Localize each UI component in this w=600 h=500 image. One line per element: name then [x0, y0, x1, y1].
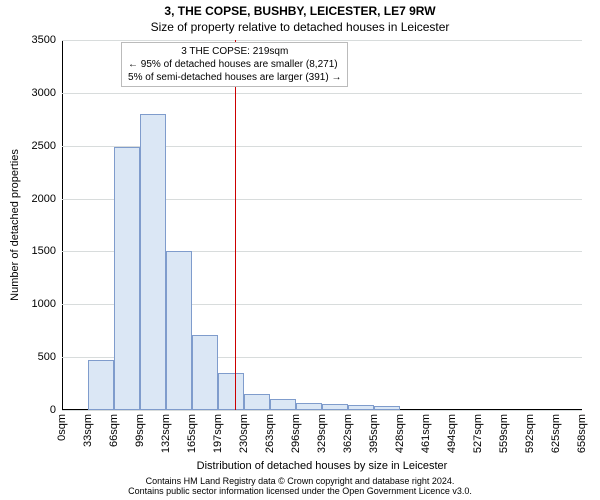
xtick-label: 428sqm	[394, 414, 406, 453]
xtick-label: 527sqm	[472, 414, 484, 453]
xtick-label: 197sqm	[212, 414, 224, 453]
y-axis-label: Number of detached properties	[8, 40, 22, 410]
gridline	[62, 93, 582, 94]
footer-line-1: Contains HM Land Registry data © Crown c…	[146, 476, 455, 486]
histogram-bar	[192, 335, 218, 410]
x-axis-label: Distribution of detached houses by size …	[62, 460, 582, 472]
histogram-bar	[88, 360, 114, 410]
histogram-bar	[374, 406, 400, 410]
annotation-line: 5% of semi-detached houses are larger (3…	[128, 71, 341, 84]
annotation-line: ← 95% of detached houses are smaller (8,…	[128, 58, 341, 71]
annotation-line: 3 THE COPSE: 219sqm	[128, 45, 341, 58]
chart-subtitle: Size of property relative to detached ho…	[0, 20, 600, 34]
xtick-label: 658sqm	[576, 414, 588, 453]
xtick-label: 296sqm	[290, 414, 302, 453]
histogram-bar	[114, 147, 140, 410]
ytick-label: 1000	[32, 298, 56, 310]
chart-title: 3, THE COPSE, BUSHBY, LEICESTER, LE7 9RW	[0, 4, 600, 18]
xtick-label: 33sqm	[82, 414, 94, 447]
xtick-label: 263sqm	[264, 414, 276, 453]
xtick-label: 165sqm	[186, 414, 198, 453]
plot-area: 05001000150020002500300035000sqm33sqm66s…	[62, 40, 582, 410]
ytick-label: 2000	[32, 193, 56, 205]
histogram-bar	[140, 114, 166, 410]
footer-line-2: Contains public sector information licen…	[0, 486, 600, 496]
xtick-label: 625sqm	[550, 414, 562, 453]
histogram-bar	[244, 394, 270, 410]
xtick-label: 395sqm	[368, 414, 380, 453]
gridline	[62, 40, 582, 41]
histogram-bar	[348, 405, 374, 410]
ytick-label: 3000	[32, 87, 56, 99]
xtick-label: 230sqm	[238, 414, 250, 453]
xtick-label: 99sqm	[134, 414, 146, 447]
histogram-bar	[166, 251, 192, 410]
xtick-label: 0sqm	[56, 414, 68, 441]
y-axis-line	[62, 40, 63, 410]
xtick-label: 494sqm	[446, 414, 458, 453]
histogram-bar	[296, 403, 322, 410]
ytick-label: 3500	[32, 34, 56, 46]
ytick-label: 1500	[32, 245, 56, 257]
ytick-label: 500	[38, 351, 56, 363]
histogram-bar	[270, 399, 296, 410]
ytick-label: 2500	[32, 140, 56, 152]
annotation-box: 3 THE COPSE: 219sqm← 95% of detached hou…	[121, 42, 348, 87]
xtick-label: 66sqm	[108, 414, 120, 447]
xtick-label: 329sqm	[316, 414, 328, 453]
xtick-label: 362sqm	[342, 414, 354, 453]
property-marker-line	[235, 40, 236, 410]
footer-attribution: Contains HM Land Registry data © Crown c…	[0, 476, 600, 496]
xtick-label: 592sqm	[524, 414, 536, 453]
histogram-bar	[322, 404, 348, 410]
xtick-label: 132sqm	[160, 414, 172, 453]
xtick-label: 559sqm	[498, 414, 510, 453]
xtick-label: 461sqm	[420, 414, 432, 453]
histogram-bar	[218, 373, 244, 410]
gridline	[62, 410, 582, 411]
